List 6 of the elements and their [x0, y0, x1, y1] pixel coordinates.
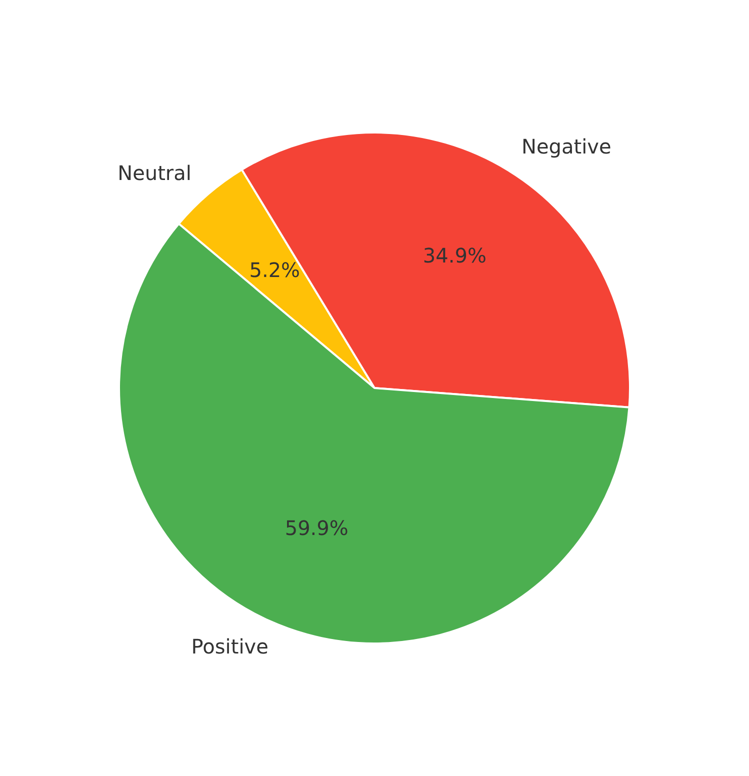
data-label: 5.2%	[249, 258, 300, 282]
data-label: 34.9%	[422, 244, 486, 268]
slice-label: Negative	[522, 134, 612, 159]
data-label: 59.9%	[284, 516, 348, 540]
slice-label: Neutral	[118, 160, 192, 185]
slice-label: Positive	[191, 634, 268, 658]
